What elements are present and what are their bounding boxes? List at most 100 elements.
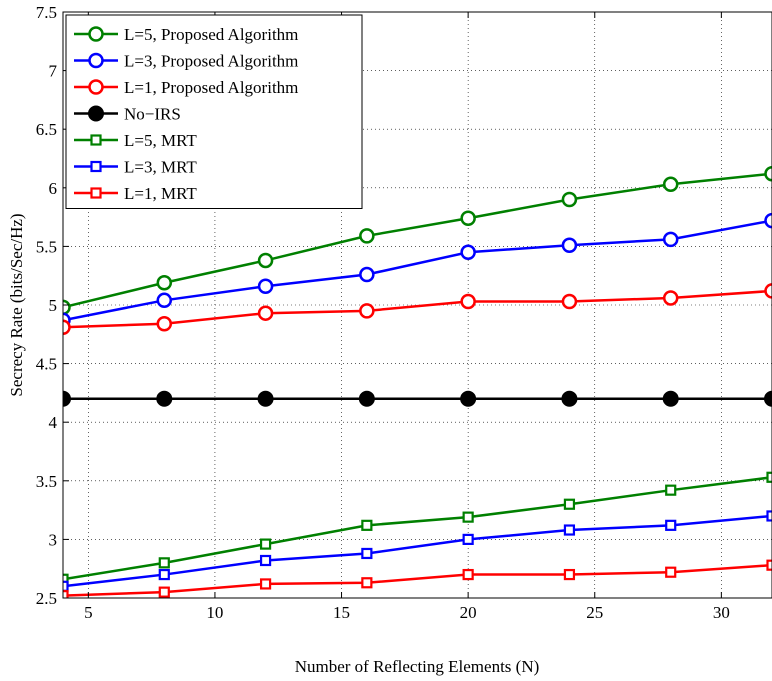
y-tick-label: 4 bbox=[49, 413, 58, 432]
legend-marker bbox=[88, 105, 104, 122]
data-point bbox=[665, 484, 677, 496]
data-point bbox=[63, 590, 69, 598]
y-tick-label: 7.5 bbox=[36, 3, 57, 22]
legend-marker bbox=[90, 187, 102, 199]
y-tick-label: 4.5 bbox=[36, 355, 57, 374]
data-point bbox=[156, 316, 173, 332]
data-point bbox=[63, 319, 71, 336]
y-tick-label: 6 bbox=[49, 179, 58, 198]
data-point bbox=[257, 278, 274, 294]
data-point bbox=[156, 274, 173, 291]
data-point bbox=[563, 524, 576, 536]
data-point bbox=[766, 510, 772, 522]
data-point bbox=[460, 293, 476, 310]
y-tick-label: 2.5 bbox=[36, 589, 57, 608]
data-point bbox=[662, 176, 679, 193]
data-point bbox=[63, 580, 69, 592]
data-point bbox=[359, 266, 375, 283]
data-point bbox=[764, 212, 772, 229]
legend-box bbox=[65, 14, 363, 209]
data-point bbox=[460, 244, 476, 261]
y-tick-label: 5.5 bbox=[36, 237, 57, 256]
ticks: 5 10 15 20 25 30 2.5 3 3.5 4 4.5 5 5.5 6 6.5 7 7.5 bbox=[36, 3, 730, 622]
data-point bbox=[561, 191, 578, 208]
data-point bbox=[158, 568, 170, 581]
y-tick-label: 5 bbox=[49, 296, 58, 315]
legend: L=5, Proposed Algorithm L=3, Proposed Alg… bbox=[65, 14, 363, 209]
y-tick-label: 3 bbox=[49, 530, 58, 549]
legend-marker bbox=[88, 52, 104, 69]
series-5 bbox=[63, 510, 772, 592]
legend-marker bbox=[90, 160, 102, 173]
data-point bbox=[359, 228, 375, 244]
data-point bbox=[766, 471, 772, 483]
legend-marker bbox=[88, 79, 104, 95]
data-point bbox=[361, 547, 373, 560]
data-point bbox=[662, 231, 679, 248]
data-point bbox=[561, 237, 578, 253]
data-point bbox=[361, 519, 373, 531]
data-point bbox=[259, 538, 272, 550]
series-line bbox=[63, 289, 772, 329]
x-tick-label: 15 bbox=[333, 603, 350, 622]
y-tick-label: 6.5 bbox=[36, 120, 57, 139]
series-2 bbox=[63, 283, 772, 336]
data-point bbox=[460, 390, 477, 407]
series-line bbox=[63, 219, 772, 322]
data-point bbox=[460, 210, 476, 227]
data-point bbox=[158, 586, 170, 598]
data-point bbox=[63, 299, 71, 316]
series-0 bbox=[63, 165, 772, 316]
data-point bbox=[259, 554, 272, 567]
data-point bbox=[561, 390, 578, 407]
data-point bbox=[257, 390, 274, 407]
data-point bbox=[462, 533, 474, 546]
data-point bbox=[665, 519, 677, 531]
legend-marker bbox=[90, 134, 102, 146]
data-point bbox=[63, 390, 71, 407]
data-point bbox=[63, 573, 69, 585]
series-line bbox=[63, 514, 772, 588]
x-tick-label: 25 bbox=[586, 603, 603, 622]
x-tick-label: 10 bbox=[206, 603, 223, 622]
series-line bbox=[63, 476, 772, 581]
legend-label: L=5, Proposed Algorithm bbox=[124, 25, 298, 44]
data-point bbox=[156, 390, 173, 407]
x-axis-label: Number of Reflecting Elements (N) bbox=[295, 657, 540, 676]
legend-marker bbox=[88, 26, 104, 42]
data-point bbox=[563, 568, 576, 581]
data-point bbox=[259, 578, 272, 590]
data-point bbox=[462, 568, 474, 581]
series-line bbox=[63, 172, 772, 309]
legend-label: L=5, MRT bbox=[124, 131, 197, 150]
data-point bbox=[462, 511, 474, 523]
series-6 bbox=[63, 559, 772, 598]
data-point bbox=[158, 557, 170, 569]
legend-label: L=1, Proposed Algorithm bbox=[124, 78, 298, 97]
data-point bbox=[561, 293, 578, 310]
legend-label: L=3, Proposed Algorithm bbox=[124, 52, 298, 71]
data-point bbox=[361, 577, 373, 589]
series-1 bbox=[63, 212, 772, 328]
data-point bbox=[257, 305, 274, 321]
series-3 bbox=[63, 390, 772, 407]
data-point bbox=[257, 252, 274, 269]
data-point bbox=[662, 290, 679, 306]
series-4 bbox=[63, 471, 772, 585]
series-layer bbox=[63, 165, 772, 598]
x-tick-label: 5 bbox=[84, 603, 93, 622]
data-point bbox=[764, 390, 772, 407]
data-point bbox=[563, 498, 576, 510]
data-point bbox=[662, 390, 679, 407]
data-point bbox=[764, 283, 772, 299]
legend-label: L=3, MRT bbox=[124, 158, 197, 177]
data-point bbox=[358, 390, 375, 407]
data-point bbox=[665, 566, 677, 578]
legend-label: L=1, MRT bbox=[124, 184, 197, 203]
x-tick-label: 30 bbox=[713, 603, 730, 622]
series-line bbox=[63, 563, 772, 597]
x-tick-label: 20 bbox=[460, 603, 477, 622]
y-axis-label: Secrecy Rate (bits/Sec/Hz) bbox=[7, 213, 26, 396]
y-tick-label: 3.5 bbox=[36, 472, 57, 491]
